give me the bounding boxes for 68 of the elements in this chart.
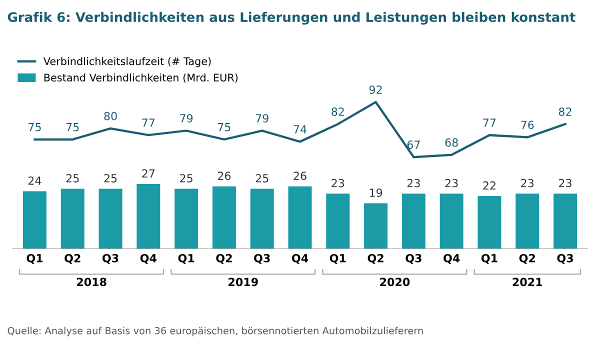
data-label: 75 bbox=[28, 123, 41, 132]
data-label: 26 bbox=[294, 172, 306, 180]
data-label: 75 bbox=[66, 123, 79, 132]
x-tick-label: Q3 bbox=[406, 254, 422, 264]
source-note: Quelle: Analyse auf Basis von 36 europäischen, börsennotierten Automobilzulieferern bbox=[8, 326, 423, 336]
x-tick-label: Q3 bbox=[557, 254, 573, 264]
bar bbox=[326, 194, 350, 249]
x-tick-label: Q3 bbox=[254, 254, 270, 264]
bar bbox=[516, 194, 540, 249]
x-tick-label: Q1 bbox=[481, 254, 498, 264]
text: 2018 bbox=[76, 278, 106, 286]
chart-title: Grafik 6: Verbindlichkeiten aus Lieferungen und Leistungen bleiben konstant bbox=[8, 12, 576, 25]
data-label: 24 bbox=[28, 176, 42, 185]
x-tick-label: Q4 bbox=[444, 254, 460, 264]
bar bbox=[554, 194, 578, 249]
x-tick-label: Q3 bbox=[102, 254, 118, 264]
bar bbox=[60, 188, 84, 249]
data-label: 80 bbox=[104, 112, 117, 120]
bar bbox=[98, 188, 122, 249]
text: 2021 bbox=[512, 278, 542, 286]
x-tick-label: Q1 bbox=[330, 254, 346, 264]
bar bbox=[402, 194, 426, 249]
bar bbox=[440, 194, 464, 249]
legend-label: Bestand Verbindlichkeiten (Mrd. EUR) bbox=[44, 73, 238, 83]
data-label: 25 bbox=[180, 174, 192, 182]
data-label: 77 bbox=[142, 118, 155, 127]
data-label: 77 bbox=[483, 118, 496, 127]
bar bbox=[288, 186, 312, 249]
data-label: 67 bbox=[407, 140, 420, 149]
data-label: 27 bbox=[142, 169, 155, 178]
legend-label: Verbindlichkeitslaufzeit (# Tage) bbox=[43, 57, 211, 68]
data-label: 82 bbox=[558, 108, 572, 116]
data-label: 22 bbox=[483, 181, 496, 190]
data-label: 19 bbox=[370, 188, 382, 197]
bar bbox=[22, 191, 46, 249]
data-label: 79 bbox=[256, 114, 268, 123]
data-label: 25 bbox=[256, 174, 268, 182]
x-tick-label: Q1 bbox=[26, 254, 43, 264]
data-label: 82 bbox=[332, 108, 344, 116]
data-label: 92 bbox=[369, 86, 382, 94]
bar bbox=[174, 188, 198, 249]
x-tick-label: Q2 bbox=[216, 254, 232, 264]
data-label: 23 bbox=[407, 178, 420, 188]
data-label: 26 bbox=[218, 172, 231, 180]
text: 2020 bbox=[380, 278, 410, 286]
data-label: 79 bbox=[180, 114, 193, 123]
x-tick-label: Q1 bbox=[178, 254, 194, 264]
data-label: 68 bbox=[445, 138, 458, 147]
bar bbox=[250, 188, 274, 249]
data-label: 23 bbox=[332, 178, 344, 188]
data-label: 25 bbox=[104, 174, 117, 182]
bar bbox=[212, 186, 236, 249]
bar bbox=[364, 203, 388, 249]
x-tick-label: Q2 bbox=[64, 254, 80, 264]
x-tick-label: Q2 bbox=[519, 254, 535, 264]
data-label: 76 bbox=[521, 120, 534, 130]
data-label: 23 bbox=[559, 178, 572, 188]
data-label: 75 bbox=[218, 123, 230, 132]
data-label: 74 bbox=[294, 125, 306, 134]
x-tick-label: Q4 bbox=[292, 254, 308, 264]
bar bbox=[478, 196, 502, 249]
data-label: 23 bbox=[521, 178, 534, 188]
x-tick-label: Q2 bbox=[368, 254, 384, 264]
text: 2019 bbox=[228, 278, 258, 286]
data-label: 23 bbox=[445, 178, 458, 188]
x-tick-label: Q4 bbox=[140, 254, 156, 264]
data-label: 25 bbox=[66, 174, 79, 182]
bar bbox=[136, 184, 160, 249]
